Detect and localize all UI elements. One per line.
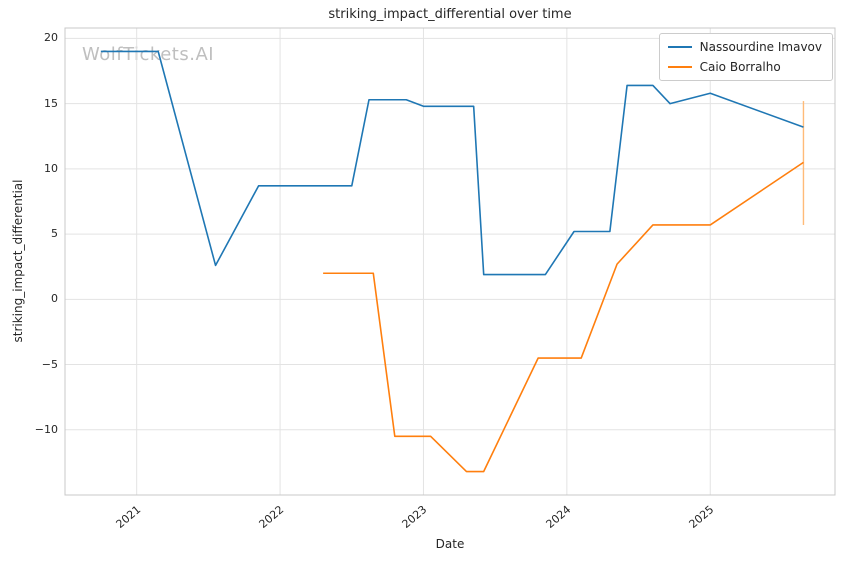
- legend-line-swatch: [667, 66, 692, 68]
- x-axis-label: Date: [435, 537, 465, 551]
- legend-entry-0: Nassourdine Imavov: [667, 40, 822, 54]
- y-tick-label: 20: [44, 31, 58, 45]
- y-tick-label: 15: [44, 96, 58, 110]
- legend-line-swatch: [667, 46, 692, 48]
- series-line-1: [323, 161, 804, 473]
- y-tick-label: −10: [34, 422, 58, 436]
- y-tick-label: 10: [44, 161, 58, 175]
- series-line-0: [100, 50, 804, 276]
- watermark: WolfTickets.AI: [82, 44, 215, 65]
- y-tick-label: 5: [51, 227, 58, 241]
- legend: Nassourdine Imavov Caio Borralho: [658, 33, 833, 81]
- y-tick-label: 0: [51, 292, 58, 306]
- plot-border: [64, 27, 836, 496]
- y-tick-label: −5: [41, 357, 58, 371]
- legend-entry-1: Caio Borralho: [667, 60, 822, 74]
- chart-title: striking_impact_differential over time: [328, 7, 572, 22]
- legend-label: Caio Borralho: [699, 60, 781, 74]
- legend-label: Nassourdine Imavov: [699, 40, 822, 54]
